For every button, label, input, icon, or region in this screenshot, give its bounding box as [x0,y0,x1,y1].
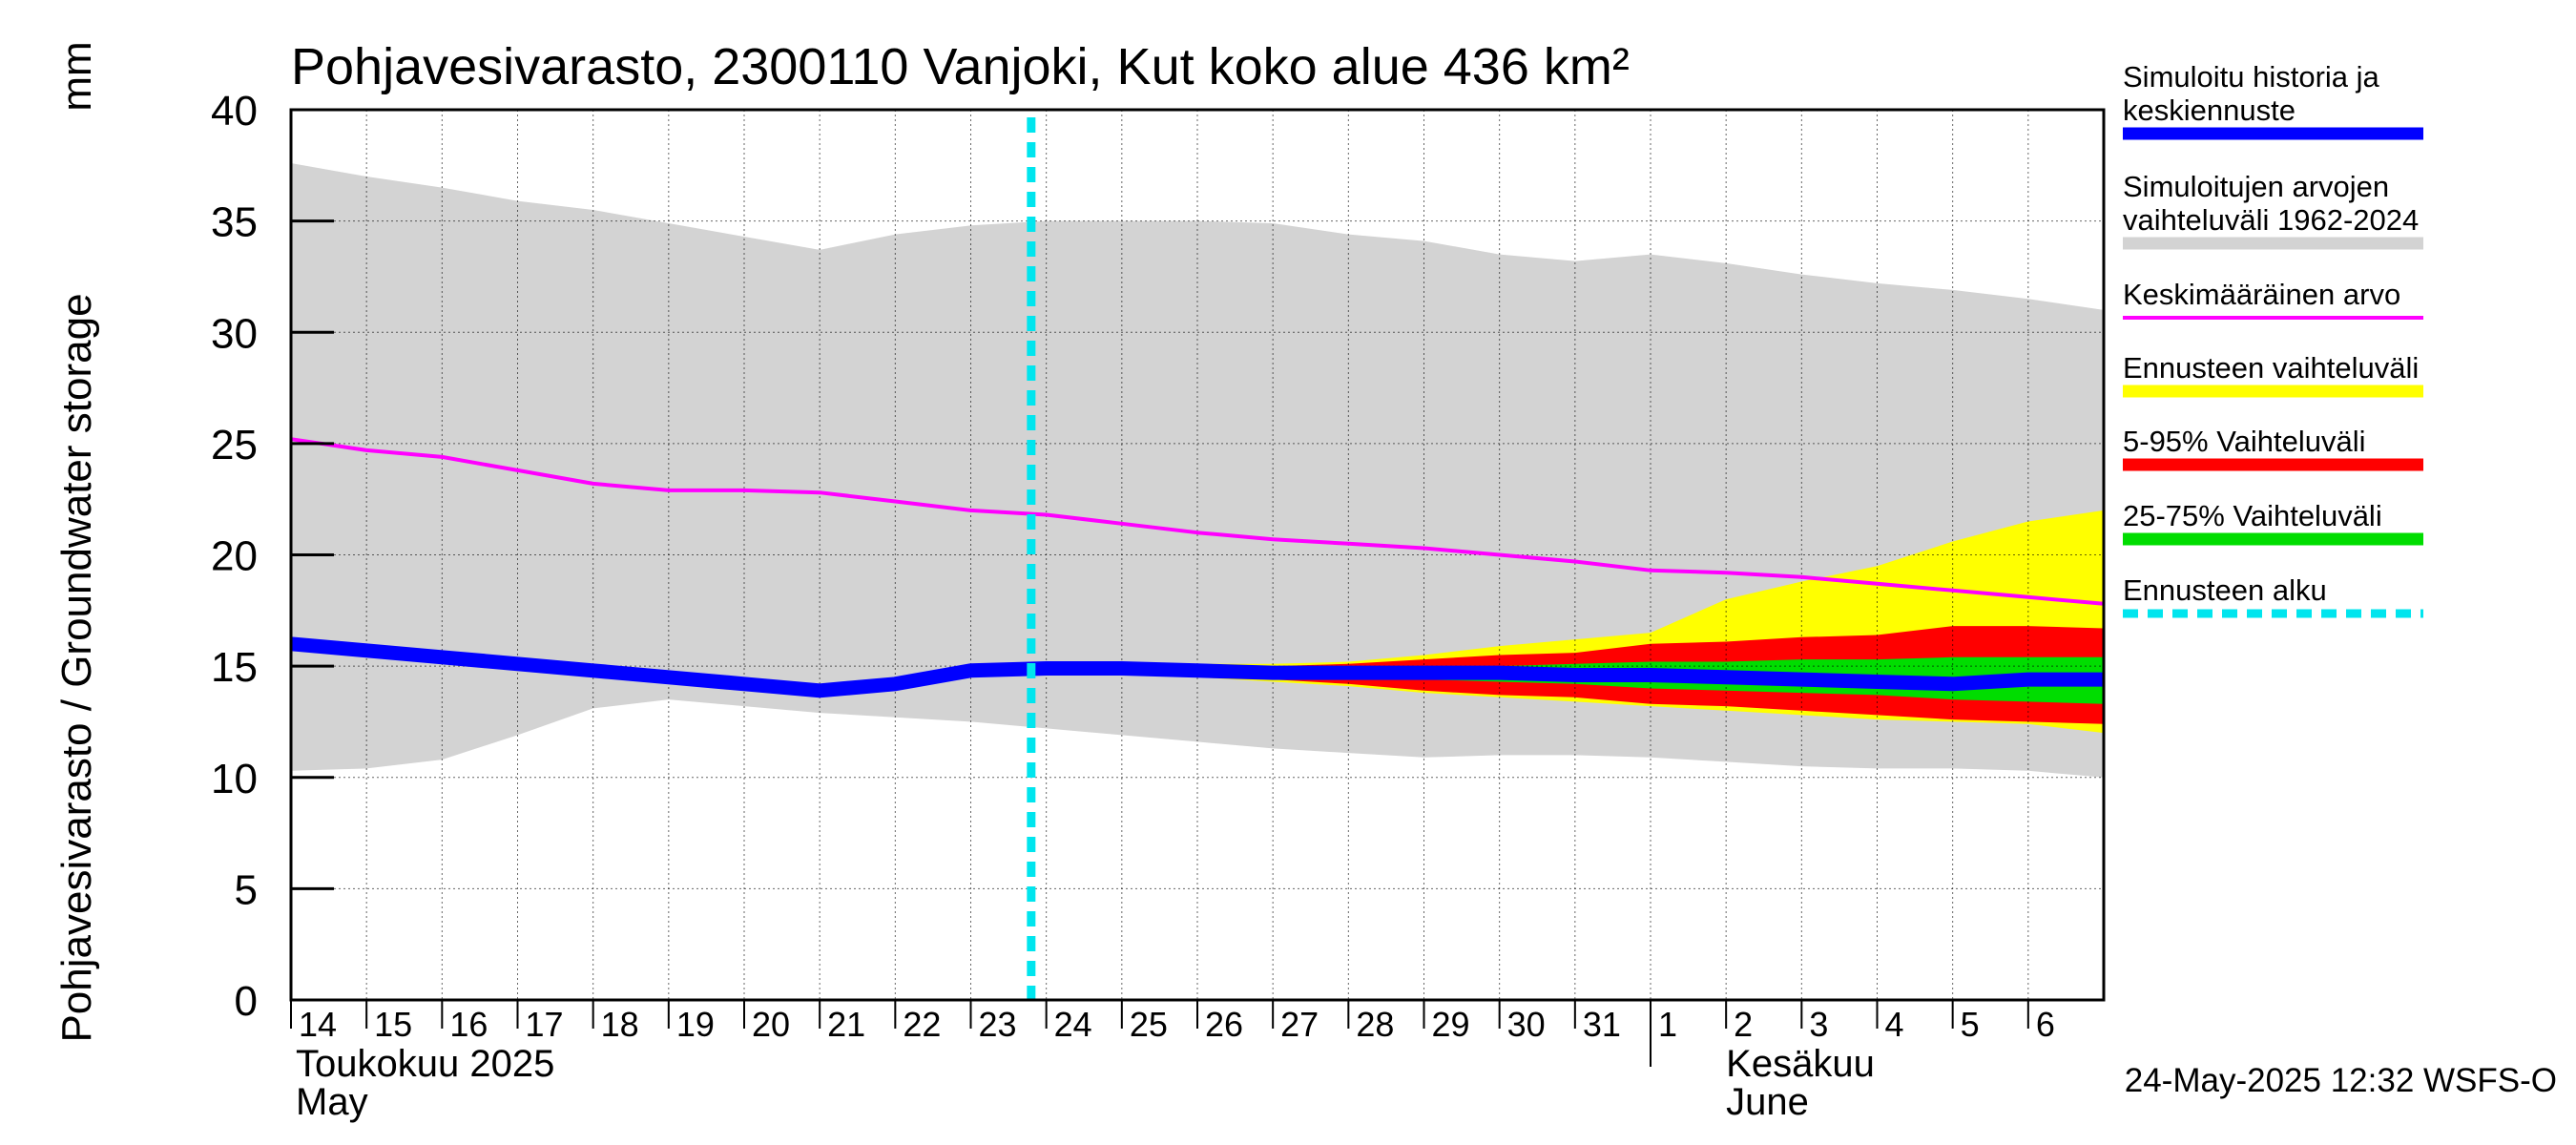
x-tick-label: 19 [676,1005,715,1044]
x-tick-label: 21 [827,1005,865,1044]
legend-label: Keskimääräinen arvo [2123,278,2400,311]
y-tick-label: 40 [211,88,258,135]
x-tick-label: 5 [1961,1005,1980,1044]
y-axis-unit: mm [53,41,100,111]
x-tick-label: 18 [601,1005,639,1044]
y-tick-label: 0 [235,978,258,1025]
x-tick-label: 24 [1054,1005,1092,1044]
x-tick-label: 30 [1507,1005,1546,1044]
legend-label: Simuloitujen arvojen [2123,170,2389,203]
x-tick-label: 25 [1130,1005,1168,1044]
x-tick-label: 29 [1432,1005,1470,1044]
x-tick-label: 4 [1885,1005,1904,1044]
series-mean-line [290,437,2105,606]
timestamp: 24-May-2025 12:32 WSFS-O [2125,1062,2557,1099]
x-tick-label: 16 [449,1005,488,1044]
legend-label: 25-75% Vaihteluväli [2123,499,2382,532]
x-tick-label: 28 [1356,1005,1394,1044]
x-tick-label: 1 [1658,1005,1677,1044]
x-tick-label: 31 [1583,1005,1621,1044]
x-tick-label: 2 [1734,1005,1753,1044]
legend-label: Ennusteen vaihteluväli [2123,351,2419,385]
x-tick-label: 27 [1280,1005,1319,1044]
legend-label: Simuloitu historia ja [2123,60,2380,94]
chart-title: Pohjavesivarasto, 2300110 Vanjoki, Kut k… [291,38,1630,95]
x-tick-label: 26 [1205,1005,1243,1044]
legend-label: Ennusteen alku [2123,573,2327,607]
x-tick-label: 6 [2036,1005,2055,1044]
y-tick-label: 25 [211,422,258,468]
y-tick-label: 20 [211,533,258,580]
series-simulated-line [290,636,2104,698]
x-tick-label: 17 [526,1005,564,1044]
x-tick-label: 15 [374,1005,412,1044]
legend-label: vaihteluväli 1962-2024 [2123,203,2419,237]
legend-label: 5-95% Vaihteluväli [2123,425,2365,458]
y-tick-label: 10 [211,756,258,802]
y-tick-label: 5 [235,866,258,913]
month-label-en: June [1726,1081,1809,1123]
month-label-en: May [296,1081,368,1123]
legend-label: keskiennuste [2123,94,2296,127]
y-axis-label: Pohjavesivarasto / Groundwater storage [53,293,100,1042]
x-tick-label: 14 [299,1005,337,1044]
x-tick-label: 22 [903,1005,941,1044]
y-tick-label: 30 [211,310,258,357]
x-tick-label: 20 [752,1005,790,1044]
x-tick-label: 3 [1809,1005,1828,1044]
x-tick-label: 23 [979,1005,1017,1044]
y-tick-label: 15 [211,644,258,691]
y-tick-label: 35 [211,199,258,246]
month-label-fi: Kesäkuu [1726,1043,1875,1085]
month-label-fi: Toukokuu 2025 [296,1043,554,1085]
lines-layer [290,117,2105,1000]
